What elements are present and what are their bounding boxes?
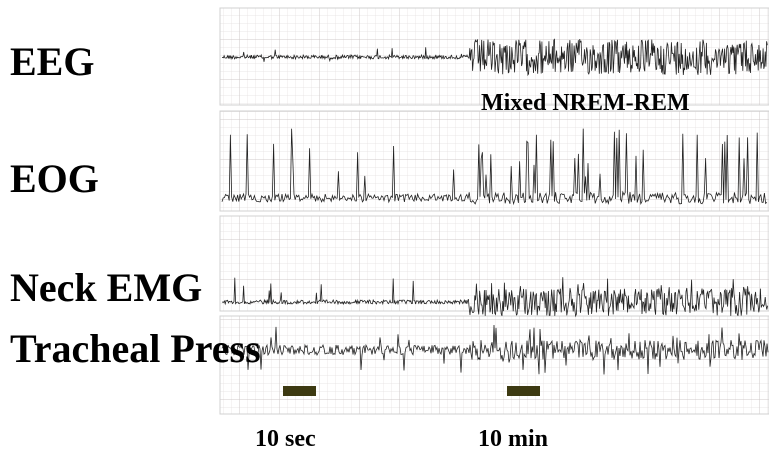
scale-bar: [283, 386, 316, 396]
trace-label: EOG: [10, 156, 99, 201]
trace-label: Neck EMG: [10, 265, 202, 310]
scale-label: 10 sec: [255, 426, 316, 451]
paper-strip: [220, 216, 769, 311]
figure: EEG EOG Neck EMG Tracheal Press Mixed NR…: [0, 0, 769, 451]
annotation: Mixed NREM-REM: [481, 90, 690, 116]
trace-label: EEG: [10, 39, 94, 84]
scale-label: 10 min: [478, 426, 548, 451]
trace-label: Tracheal Press: [10, 326, 261, 371]
scale-bar: [507, 386, 540, 396]
paper-strip: [220, 111, 769, 211]
